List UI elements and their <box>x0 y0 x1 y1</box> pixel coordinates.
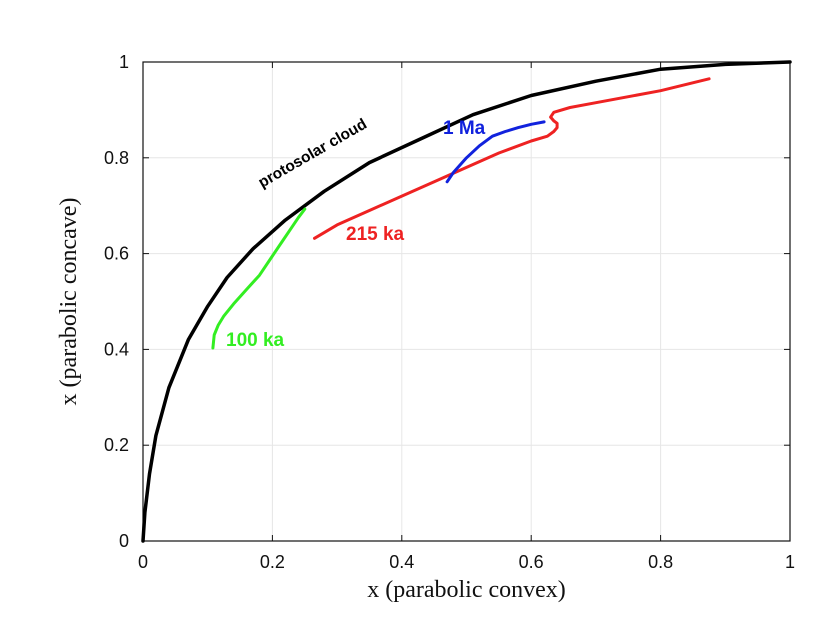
series-line-215-ka <box>313 77 711 240</box>
series-label-1-ma: 1 Ma <box>443 118 486 139</box>
series-line-1-ma <box>445 120 546 184</box>
plot-frame <box>142 61 791 542</box>
series-layer <box>141 60 792 543</box>
x-tick-label: 0 <box>138 552 148 572</box>
series-line-100-ka <box>211 207 307 350</box>
x-tick-label: 1 <box>785 552 795 572</box>
y-tick-label: 0.8 <box>104 148 129 168</box>
series-labels: protosolar cloud 100 ka 215 ka 1 Ma <box>226 116 486 351</box>
x-tick-label: 0.4 <box>389 552 414 572</box>
x-tick-label: 0.6 <box>519 552 544 572</box>
x-tick-label: 0.8 <box>648 552 673 572</box>
x-axis-label: x (parabolic convex) <box>367 577 566 603</box>
y-axis-label: x (parabolic concave) <box>56 198 82 406</box>
series-label-215-ka: 215 ka <box>346 224 405 245</box>
ticks: 0 0.2 0.4 0.6 0.8 1 0 0.2 0.4 0.6 0.8 1 <box>104 52 795 572</box>
y-tick-label: 1 <box>119 52 129 72</box>
y-tick-label: 0.4 <box>104 339 129 359</box>
y-tick-label: 0 <box>119 531 129 551</box>
y-tick-label: 0.2 <box>104 435 129 455</box>
x-tick-label: 0.2 <box>260 552 285 572</box>
series-line-protosolar-cloud <box>141 60 792 543</box>
series-label-100-ka: 100 ka <box>226 330 285 351</box>
y-tick-label: 0.6 <box>104 244 129 264</box>
